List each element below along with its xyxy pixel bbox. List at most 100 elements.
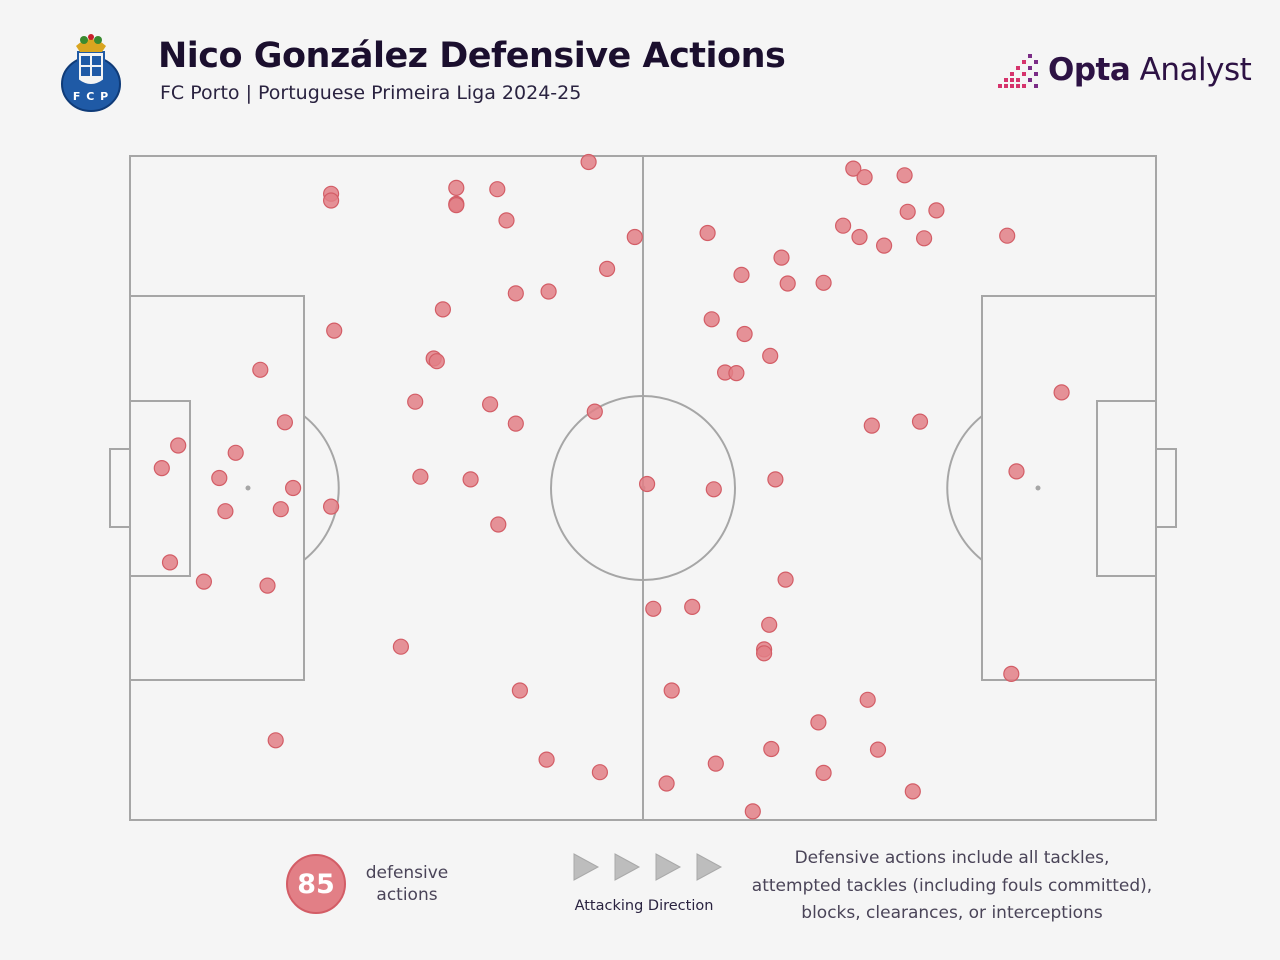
defensive-action-point bbox=[755, 645, 773, 662]
defensive-action-point bbox=[703, 311, 720, 328]
defensive-action-point bbox=[448, 179, 465, 196]
pitch-markings bbox=[109, 155, 1177, 821]
defensive-action-point bbox=[999, 227, 1016, 244]
defensive-action-point bbox=[733, 266, 750, 283]
attacking-direction-arrows bbox=[573, 853, 723, 881]
defensive-action-point bbox=[663, 682, 680, 699]
defensive-action-point bbox=[540, 283, 557, 300]
defensive-action-point bbox=[911, 413, 929, 430]
defensive-action-point bbox=[736, 325, 753, 343]
defensive-action-point bbox=[259, 577, 276, 594]
defensive-action-point bbox=[744, 803, 761, 820]
defensive-action-point bbox=[856, 169, 873, 186]
defensive-action-point bbox=[489, 181, 506, 198]
defensive-action-point bbox=[448, 197, 465, 214]
defensive-action-point bbox=[761, 616, 778, 633]
defensive-action-point bbox=[392, 638, 409, 655]
defensive-action-point bbox=[845, 160, 862, 177]
defensive-action-point bbox=[153, 460, 170, 477]
defensive-action-point bbox=[638, 475, 656, 493]
defensive-action-point bbox=[482, 396, 499, 413]
defensive-action-point bbox=[252, 361, 269, 378]
defensive-action-point bbox=[815, 764, 832, 782]
defensive-action-point bbox=[507, 415, 524, 432]
defensive-action-point bbox=[161, 554, 179, 571]
defensive-action-point bbox=[490, 516, 507, 533]
defensive-action-point bbox=[580, 153, 597, 171]
definition-line: attempted tackles (including fouls commi… bbox=[751, 875, 1153, 896]
defensive-action-point bbox=[323, 192, 340, 209]
defensive-action-point bbox=[763, 740, 780, 758]
right-goal bbox=[1155, 448, 1177, 528]
defensive-action-point bbox=[773, 249, 790, 266]
defensive-action-point bbox=[810, 714, 827, 731]
defensive-action-point bbox=[859, 691, 876, 708]
defensive-action-point bbox=[851, 228, 868, 246]
defensive-action-point bbox=[272, 501, 289, 518]
defensive-action-points bbox=[153, 153, 1070, 820]
right-penalty-area bbox=[981, 295, 1157, 681]
defensive-action-point bbox=[412, 468, 429, 485]
chart-subtitle: FC Porto | Portuguese Primeira Liga 2024… bbox=[160, 82, 582, 104]
brand-bold: Opta bbox=[1048, 52, 1131, 88]
defensive-action-point bbox=[705, 481, 722, 498]
defensive-action-point bbox=[538, 751, 555, 768]
definition-note: Defensive actions include all tackles, a… bbox=[748, 845, 1156, 928]
left-penalty-spot bbox=[245, 485, 251, 491]
fc-porto-crest-icon bbox=[61, 34, 121, 112]
chart-title: Nico González Defensive Actions bbox=[158, 36, 786, 76]
defensive-action-point bbox=[869, 741, 887, 758]
defensive-action-point bbox=[815, 274, 832, 291]
defensive-action-point bbox=[507, 285, 524, 302]
defensive-action-point bbox=[767, 471, 784, 488]
defensive-action-point bbox=[285, 479, 302, 497]
left-six-yard-box bbox=[129, 400, 191, 577]
defensive-action-point bbox=[511, 682, 529, 699]
defensive-action-point bbox=[498, 212, 515, 229]
right-penalty-spot bbox=[1035, 485, 1041, 491]
left-goal bbox=[109, 448, 131, 528]
defensive-action-point bbox=[323, 498, 340, 515]
action-count-badge: 85 bbox=[286, 854, 346, 914]
defensive-action-point bbox=[1003, 665, 1020, 683]
action-count-label: defensive actions bbox=[365, 863, 449, 905]
defensive-action-point bbox=[598, 260, 616, 277]
defensive-action-point bbox=[462, 471, 479, 488]
defensive-action-point bbox=[684, 598, 701, 616]
defensive-action-point bbox=[875, 237, 893, 254]
defensive-action-point bbox=[928, 202, 945, 219]
defensive-action-point bbox=[626, 228, 643, 246]
defensive-action-point bbox=[170, 437, 187, 454]
defensive-action-point bbox=[276, 414, 293, 431]
right-arrow-icon bbox=[655, 853, 682, 881]
defensive-action-point bbox=[227, 444, 244, 461]
defensive-action-point bbox=[211, 469, 228, 487]
defensive-action-point bbox=[779, 275, 796, 292]
defensive-action-point bbox=[434, 301, 451, 318]
definition-line: Defensive actions include all tackles, bbox=[794, 848, 1110, 868]
right-arrow-icon bbox=[696, 853, 723, 881]
defensive-action-point bbox=[591, 764, 609, 781]
defensive-action-point bbox=[1053, 384, 1070, 401]
defensive-action-point bbox=[267, 732, 284, 749]
defensive-action-point bbox=[326, 322, 343, 339]
centre-circle bbox=[550, 395, 736, 581]
defensive-action-point bbox=[915, 230, 933, 247]
defensive-action-point bbox=[863, 417, 880, 434]
defensive-action-point bbox=[707, 755, 724, 772]
defensive-action-point bbox=[896, 167, 913, 184]
defensive-action-point bbox=[658, 775, 675, 792]
defensive-action-point bbox=[645, 600, 662, 617]
right-arrow-icon bbox=[573, 853, 600, 881]
defensive-action-point bbox=[428, 353, 445, 370]
defensive-action-point bbox=[904, 783, 921, 800]
opta-stepped-bars-icon bbox=[998, 54, 1038, 88]
right-six-yard-box bbox=[1096, 400, 1157, 577]
defensive-action-point bbox=[1008, 463, 1025, 480]
left-penalty-area bbox=[129, 295, 305, 681]
brand-light: Analyst bbox=[1130, 52, 1252, 88]
defensive-action-point bbox=[777, 571, 794, 588]
left-penalty-arc bbox=[303, 415, 340, 561]
attacking-direction-label: Attacking Direction bbox=[574, 898, 714, 914]
